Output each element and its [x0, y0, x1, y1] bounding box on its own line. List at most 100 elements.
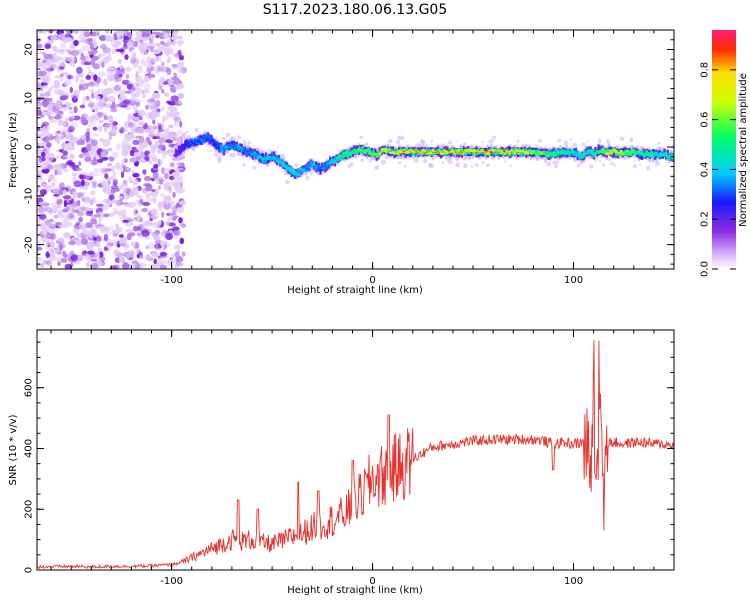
noise-speck	[50, 242, 56, 248]
noise-speck	[92, 126, 98, 131]
ridge-segment	[259, 156, 263, 158]
noise-speck	[87, 66, 91, 73]
ridge-segment	[603, 151, 607, 155]
ridge-segment	[444, 149, 448, 152]
noise-speck	[46, 104, 54, 111]
y-tick-label: 20	[24, 43, 35, 56]
ridge-segment	[661, 153, 665, 156]
ridge-segment	[449, 151, 452, 153]
ridge-segment	[578, 155, 581, 160]
noise-speck	[90, 45, 94, 51]
noise-speck	[43, 62, 52, 69]
ridge-segment	[320, 167, 324, 171]
noise-speck	[57, 90, 66, 95]
noise-speck	[137, 194, 143, 199]
ridge-segment	[304, 168, 308, 170]
noise-speck	[37, 38, 41, 43]
noise-speck	[37, 262, 43, 268]
noise-speck	[161, 61, 165, 67]
noise-speck	[163, 47, 171, 55]
noise-speck	[84, 181, 90, 187]
x-tick-label: 100	[564, 576, 583, 587]
ridge-segment	[599, 150, 602, 151]
ridge-segment	[636, 151, 639, 154]
ridge-segment	[565, 153, 568, 155]
ridge-segment	[557, 149, 560, 153]
ridge-segment	[476, 149, 480, 152]
noise-speck	[172, 226, 180, 231]
ridge-segment	[218, 144, 221, 150]
ridge-segment	[531, 150, 534, 154]
ridge-segment	[430, 149, 433, 152]
noise-speck	[152, 31, 161, 35]
ridge-segment	[640, 152, 644, 160]
noise-speck	[78, 153, 85, 159]
noise-speck	[112, 44, 119, 48]
noise-speck	[214, 152, 219, 158]
ridge-segment	[521, 151, 525, 154]
noise-speck	[166, 100, 173, 104]
ridge-segment	[309, 163, 313, 166]
noise-speck	[155, 243, 159, 249]
ridge-segment	[499, 153, 502, 155]
noise-speck	[80, 115, 86, 123]
ridge-segment	[296, 173, 300, 176]
noise-speck	[163, 172, 169, 180]
ridge-segment	[200, 138, 203, 145]
noise-speck	[182, 132, 187, 137]
ridge-segment	[447, 149, 451, 152]
noise-speck	[150, 215, 154, 219]
ridge-segment	[473, 152, 477, 155]
ridge-segment	[343, 154, 346, 156]
noise-speck	[144, 156, 149, 161]
ridge-segment	[589, 150, 592, 156]
ridge-segment	[369, 151, 372, 153]
ridge-segment	[607, 149, 610, 151]
snr-x-axis-label: Height of straight line (km)	[287, 585, 423, 596]
noise-speck	[38, 30, 43, 34]
ridge-segment	[274, 157, 277, 160]
ridge-segment	[586, 147, 589, 152]
noise-speck	[52, 205, 59, 213]
noise-speck	[102, 199, 108, 203]
ridge-segment	[467, 151, 470, 153]
noise-speck	[67, 50, 74, 55]
noise-speck	[509, 164, 512, 168]
noise-speck	[67, 74, 72, 80]
ridge-segment	[255, 154, 258, 157]
ridge-segment	[407, 152, 411, 154]
noise-speck	[41, 99, 50, 108]
noise-speck	[492, 135, 497, 140]
noise-speck	[121, 67, 125, 74]
noise-speck	[122, 219, 129, 223]
ridge-segment	[190, 142, 194, 147]
ridge-segment	[234, 146, 237, 149]
noise-speck	[462, 163, 468, 169]
noise-speck	[60, 41, 66, 49]
ridge-segment	[320, 167, 324, 169]
ridge-segment	[613, 150, 616, 152]
noise-speck	[123, 158, 128, 164]
noise-speck	[142, 36, 149, 41]
ridge-segment	[460, 152, 464, 155]
noise-speck	[161, 89, 165, 94]
ridge-segment	[637, 152, 640, 154]
noise-speck	[178, 217, 183, 224]
ridge-segment	[290, 167, 293, 171]
ridge-segment	[494, 151, 497, 156]
ridge-segment	[210, 137, 213, 140]
noise-speck	[85, 95, 90, 101]
noise-speck	[149, 125, 154, 130]
ridge-segment	[248, 150, 251, 153]
noise-speck	[420, 139, 425, 144]
ridge-segment	[558, 152, 562, 154]
ridge-segment	[264, 155, 268, 159]
ridge-segment	[237, 144, 240, 150]
ridge-segment	[476, 151, 480, 153]
ridge-segment	[526, 149, 530, 154]
ridge-segment	[200, 138, 203, 140]
ridge-segment	[586, 151, 589, 154]
noise-speck	[88, 100, 94, 105]
noise-speck	[141, 47, 148, 51]
noise-speck	[134, 218, 141, 222]
